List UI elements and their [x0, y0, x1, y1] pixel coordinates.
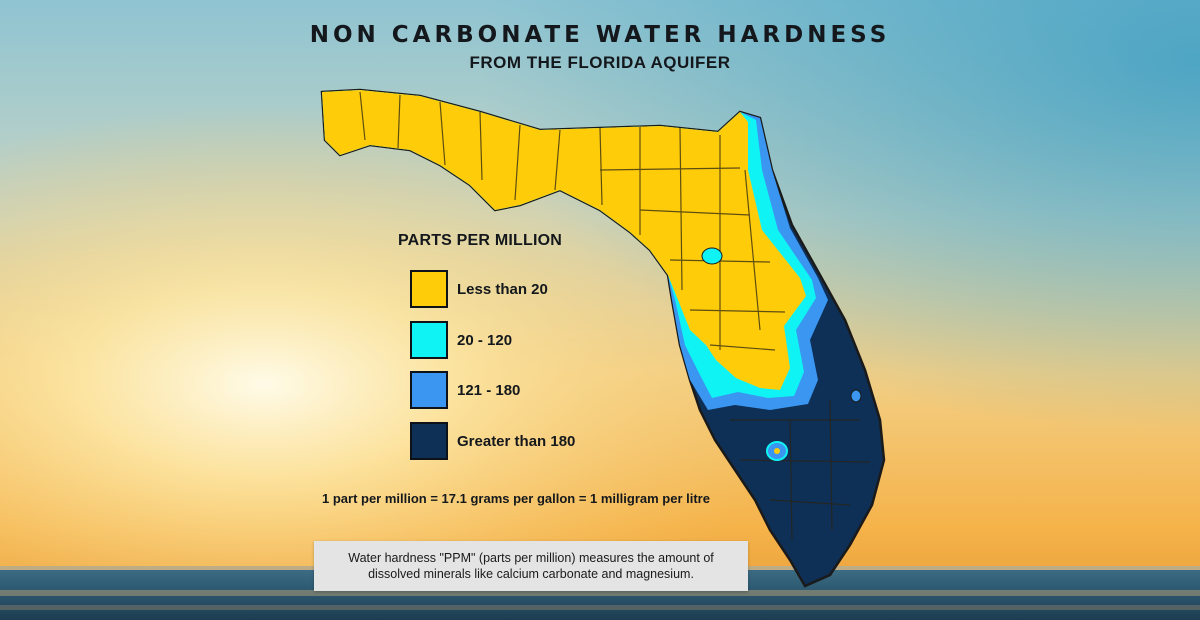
county-lines — [359, 91, 871, 541]
legend-label: Less than 20 — [457, 280, 548, 298]
lake-spot-east — [850, 389, 862, 403]
page-title: NON CARBONATE WATER HARDNESS — [309, 22, 891, 48]
lake-center — [774, 448, 780, 454]
legend-swatch — [410, 371, 448, 409]
page-subtitle: FROM THE FLORIDA AQUIFER — [469, 53, 731, 72]
legend-item-less-than-20: Less than 20 — [410, 269, 548, 309]
lake-spot-north — [701, 247, 723, 265]
legend-item-20-120: 20 - 120 — [410, 320, 512, 360]
legend-label: 20 - 120 — [457, 331, 513, 349]
legend-label: Greater than 180 — [457, 432, 576, 450]
legend-swatch — [410, 321, 448, 359]
description-text: Water hardness "PPM" (parts per million)… — [348, 551, 714, 581]
legend-swatch — [410, 422, 448, 460]
description-box: Water hardness "PPM" (parts per million)… — [314, 541, 748, 591]
legend-title: PARTS PER MILLION — [398, 232, 562, 249]
legend-item-greater-than-180: Greater than 180 — [410, 421, 575, 461]
legend-label: 121 - 180 — [457, 381, 521, 399]
legend-item-121-180: 121 - 180 — [410, 370, 520, 410]
region-less-than-20 — [322, 90, 806, 390]
conversion-note: 1 part per million = 17.1 grams per gall… — [322, 491, 710, 506]
legend-swatch — [410, 270, 448, 308]
